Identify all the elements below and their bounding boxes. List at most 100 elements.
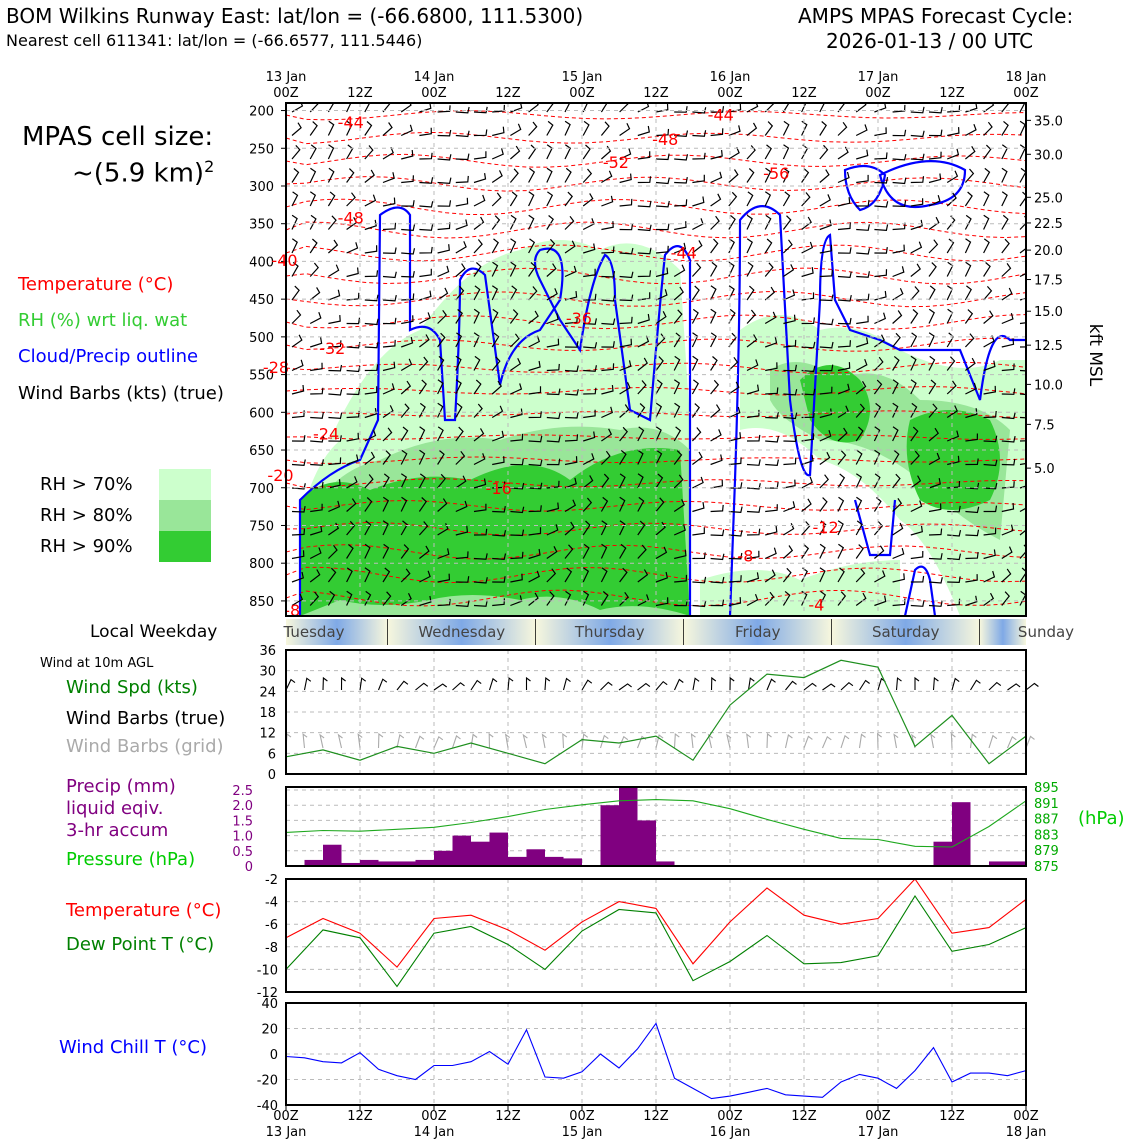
top-hour-label: 12Z — [495, 86, 521, 101]
temp-frame — [285, 878, 1027, 993]
wind-barb — [910, 332, 918, 348]
wind-barb — [964, 309, 974, 324]
wind-barb — [983, 360, 996, 372]
wind-barb — [327, 544, 338, 559]
wind-barb — [746, 145, 756, 160]
wind-barb — [837, 247, 852, 254]
wind-barb — [600, 103, 608, 113]
grid-wind-barb — [784, 734, 793, 749]
wind-barb — [601, 406, 614, 419]
wind-barb — [928, 452, 941, 466]
wind-barb — [637, 520, 646, 536]
wind-barb — [655, 223, 670, 231]
wind-barb — [564, 191, 573, 207]
weekday-label: Tuesday — [282, 623, 344, 641]
wind-barb — [364, 474, 374, 489]
wind-barb — [310, 503, 323, 513]
isotherm-line — [286, 110, 1026, 121]
wind-barb — [673, 355, 681, 371]
wind-barb — [746, 168, 755, 183]
wind-barb — [819, 169, 830, 183]
wind-barb — [346, 192, 356, 207]
pressure-tick-label: 550 — [249, 369, 274, 384]
wind-barb — [1001, 502, 1015, 513]
wind-barb — [783, 339, 797, 348]
wind-barb — [509, 333, 520, 348]
grid-wind-barb — [707, 733, 713, 749]
wind-barb — [364, 543, 371, 559]
wind-barb — [837, 543, 845, 559]
wind-barb — [491, 356, 501, 371]
wind-barb — [910, 426, 919, 442]
surface-wind-barb — [285, 678, 296, 691]
wind-barb — [783, 457, 797, 466]
wind-barb — [673, 264, 686, 278]
wind-barb — [509, 238, 517, 254]
precip-bar — [637, 820, 656, 866]
precip-bar — [933, 841, 952, 866]
wind-barb — [418, 497, 427, 512]
wind-barb — [437, 129, 452, 137]
wind-barb — [637, 449, 644, 465]
wind-barb — [328, 500, 341, 513]
pressure-tick-label: 887 — [1034, 813, 1059, 828]
wind-barb — [983, 459, 998, 467]
surface-wind-barb — [932, 676, 939, 691]
wind-barb — [710, 171, 723, 184]
temp-tick-label: -8 — [265, 941, 278, 956]
wind-barb — [546, 103, 555, 113]
surface-wind-barb — [507, 677, 514, 691]
isotherm-label: -56 — [763, 164, 789, 183]
wind-barb — [728, 406, 741, 419]
wind-barb — [856, 315, 869, 325]
precip-tick-label: 1.5 — [232, 814, 253, 829]
pressure-tick-label: 850 — [249, 595, 274, 610]
wind-barb — [855, 473, 863, 489]
wind-barb — [928, 355, 936, 371]
wind-barb — [491, 170, 503, 183]
wind-barb — [309, 262, 319, 277]
wind-barb — [346, 144, 354, 160]
wind-barb — [1019, 191, 1026, 207]
pressure-tick-label: 875 — [1034, 860, 1059, 875]
wind-barb — [746, 384, 760, 395]
wind-barb — [364, 451, 376, 465]
wind-barb — [491, 261, 499, 277]
wind-barb — [364, 429, 377, 442]
wind-barb — [437, 244, 450, 254]
wind-barb — [928, 308, 935, 324]
wind-barb — [564, 316, 578, 325]
wind-barb — [310, 362, 323, 372]
wind-barb — [564, 477, 577, 489]
surface-wind-barb — [600, 681, 613, 691]
wind-barb — [801, 341, 816, 349]
weekday-strip: Tuesday Wednesday Thursday Friday Saturday Su… — [282, 619, 1074, 645]
precip-bar — [508, 856, 527, 866]
wind-barb — [1001, 568, 1012, 583]
wind-barb — [400, 449, 408, 465]
wind-barb — [619, 520, 626, 536]
isotherm-line — [286, 566, 1026, 584]
precip-bar — [378, 861, 397, 866]
wind-barb — [400, 336, 414, 348]
wind-barb — [764, 547, 777, 560]
wind-barb — [601, 246, 615, 254]
top-date-label: 14 Jan — [414, 70, 455, 85]
wind-barb — [509, 309, 519, 324]
wind-barb — [382, 450, 391, 465]
wind-barb — [309, 591, 320, 606]
wind-barb — [382, 591, 392, 606]
wind-barb — [546, 502, 560, 513]
wind-barb — [746, 309, 756, 324]
surface-wind-barb — [433, 683, 448, 691]
cell-size-exponent: 2 — [204, 157, 215, 176]
wind-barb — [801, 544, 810, 559]
wind-barb — [473, 106, 488, 114]
wind-barb — [619, 404, 630, 418]
wind-barb — [710, 454, 723, 466]
bottom-hour-label: 12Z — [939, 1109, 965, 1124]
wind-barb — [637, 426, 645, 442]
wind-barb — [892, 449, 900, 465]
wind-barb — [400, 403, 410, 418]
wind-barb — [964, 214, 972, 230]
